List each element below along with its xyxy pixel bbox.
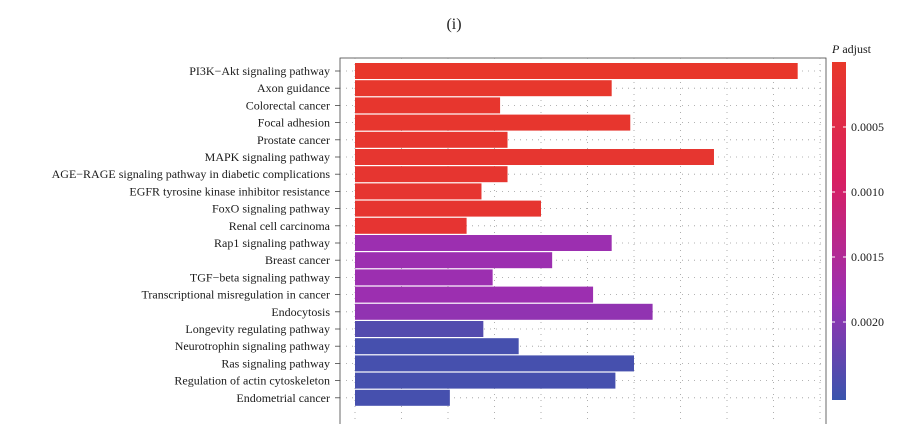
colorbar-title: P adjust — [831, 42, 872, 56]
bar — [355, 303, 653, 320]
category-label: Ras signaling pathway — [221, 356, 330, 370]
bar — [355, 338, 519, 355]
category-label: TGF−beta signaling pathway — [190, 270, 330, 284]
category-label: Focal adhesion — [258, 116, 330, 130]
colorbar-bar — [832, 62, 846, 400]
bar — [355, 183, 482, 200]
bar — [355, 131, 508, 148]
bar — [355, 63, 798, 79]
bar — [355, 200, 541, 217]
bar — [355, 321, 484, 337]
category-label: Transcriptional misregulation in cancer — [141, 288, 330, 302]
colorbar-ticks: 0.0005 0.0010 0.0015 0.0020 — [832, 120, 884, 329]
colorbar-tick-label: 0.0010 — [851, 185, 884, 199]
bar — [355, 286, 594, 303]
bar — [355, 97, 501, 114]
category-label: Colorectal cancer — [246, 98, 330, 112]
panel-label: (i) — [446, 16, 461, 33]
colorbar-tick-label: 0.0020 — [851, 315, 884, 329]
category-label: AGE−RAGE signaling pathway in diabetic c… — [52, 167, 331, 181]
colorbar-tick-label: 0.0015 — [851, 250, 884, 264]
category-ticks — [335, 70, 340, 399]
category-labels: PI3K−Akt signaling pathway Axon guidance C… — [52, 64, 331, 405]
bar — [355, 389, 450, 406]
bar — [355, 372, 616, 389]
bar — [355, 252, 553, 269]
category-label: Rap1 signaling pathway — [214, 236, 330, 250]
category-label: PI3K−Akt signaling pathway — [189, 64, 330, 78]
colorbar-title-italic: P — [831, 42, 840, 56]
category-label: Endometrial cancer — [236, 391, 330, 405]
bars — [355, 63, 798, 406]
colorbar-title-rest: adjust — [839, 42, 871, 56]
category-label: Prostate cancer — [257, 133, 330, 147]
category-label: FoxO signaling pathway — [212, 202, 330, 216]
category-label: Renal cell carcinoma — [229, 219, 331, 233]
category-label: Endocytosis — [271, 305, 330, 319]
category-label: Breast cancer — [265, 253, 330, 267]
colorbar-tick-label: 0.0005 — [851, 120, 884, 134]
colorbar: P adjust 0.0005 0.0010 0.0015 0.0020 — [831, 42, 884, 400]
category-label: Regulation of actin cytoskeleton — [174, 374, 330, 388]
bar — [355, 235, 612, 251]
bar — [355, 217, 467, 234]
bar — [355, 269, 493, 286]
bar — [355, 166, 508, 183]
bar — [355, 149, 714, 165]
category-label: Axon guidance — [257, 81, 330, 95]
category-label: EGFR tyrosine kinase inhibitor resistanc… — [129, 184, 330, 198]
bar — [355, 80, 612, 97]
bar — [355, 114, 631, 131]
category-label: Neurotrophin signaling pathway — [175, 339, 330, 353]
category-label: Longevity regulating pathway — [185, 322, 330, 336]
bar — [355, 355, 634, 372]
category-label: MAPK signaling pathway — [205, 150, 330, 164]
